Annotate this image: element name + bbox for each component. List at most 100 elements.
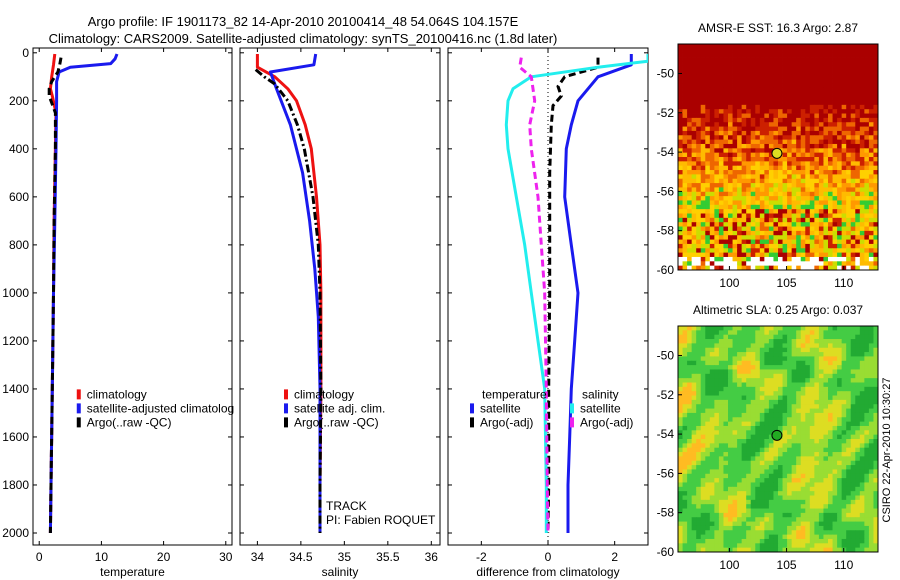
field-cell	[759, 187, 765, 193]
field-cell	[687, 191, 693, 197]
field-cell	[759, 178, 765, 184]
field-cell	[868, 74, 874, 80]
field-cell	[759, 113, 765, 119]
field-cell	[687, 447, 693, 453]
field-cell	[714, 486, 720, 492]
field-cell	[750, 213, 756, 219]
field-cell	[800, 61, 806, 67]
field-cell	[741, 57, 747, 62]
field-cell	[814, 204, 820, 210]
field-cell	[796, 109, 802, 114]
field-cell	[773, 360, 779, 366]
field-cell	[823, 78, 829, 84]
field-cell	[809, 200, 815, 206]
field-cell	[864, 261, 870, 267]
field-cell	[864, 521, 870, 527]
field-cell	[741, 491, 747, 496]
field-cell	[718, 430, 724, 436]
field-cell	[873, 252, 879, 258]
field-cell	[814, 222, 820, 227]
field-cell	[728, 135, 733, 141]
field-cell	[700, 399, 706, 405]
field-cell	[682, 430, 688, 436]
field-cell	[691, 447, 697, 453]
field-cell	[746, 122, 752, 127]
field-cell	[709, 78, 715, 84]
field-cell	[818, 334, 824, 340]
field-cell	[823, 408, 829, 414]
field-cell	[682, 65, 688, 71]
field-cell	[723, 130, 729, 136]
field-cell	[682, 170, 688, 175]
field-cell	[737, 469, 743, 475]
field-cell	[859, 187, 865, 193]
field-cell	[782, 170, 788, 175]
field-cell	[714, 547, 720, 553]
field-cell	[700, 452, 706, 457]
field-cell	[818, 530, 824, 536]
field-cell	[700, 434, 706, 440]
field-cell	[687, 491, 693, 496]
field-cell	[773, 486, 779, 492]
field-cell	[696, 508, 702, 514]
field-cell	[746, 447, 752, 453]
field-cell	[846, 117, 852, 123]
field-cell	[814, 135, 820, 141]
field-cell	[705, 170, 711, 175]
field-cell	[700, 443, 706, 449]
field-cell	[750, 122, 756, 127]
field-cell	[850, 200, 856, 206]
field-cell	[718, 261, 724, 267]
field-cell	[728, 74, 733, 80]
field-cell	[741, 161, 747, 167]
field-cell	[814, 148, 820, 154]
field-cell	[718, 152, 724, 158]
field-cell	[728, 326, 733, 331]
field-cell	[759, 347, 765, 353]
field-cell	[768, 430, 774, 436]
field-cell	[741, 78, 747, 84]
field-cell	[800, 126, 806, 132]
field-cell	[800, 70, 806, 75]
field-cell	[828, 495, 833, 501]
field-cell	[791, 70, 797, 75]
field-cell	[828, 395, 833, 401]
field-cell	[714, 478, 720, 483]
field-cell	[837, 52, 843, 58]
field-cell	[841, 473, 847, 479]
field-cell	[859, 508, 865, 514]
field-cell	[709, 417, 715, 423]
field-cell	[850, 139, 856, 145]
field-cell	[828, 252, 833, 258]
field-cell	[787, 382, 793, 388]
field-cell	[868, 83, 874, 88]
sst_map-axes-box	[677, 43, 879, 271]
field-cell	[691, 235, 697, 240]
field-cell	[864, 170, 870, 175]
field-cell	[809, 204, 815, 210]
field-cell	[773, 382, 779, 388]
field-cell	[859, 248, 865, 254]
field-cell	[818, 382, 824, 388]
field-cell	[837, 152, 843, 158]
field-cell	[800, 369, 806, 375]
field-cell	[809, 213, 815, 219]
field-cell	[764, 213, 770, 219]
field-cell	[750, 152, 756, 158]
field-cell	[841, 504, 847, 509]
field-cell	[746, 235, 752, 240]
field-cell	[859, 161, 865, 167]
field-cell	[764, 74, 770, 80]
field-cell	[787, 504, 793, 509]
field-cell	[828, 530, 833, 536]
field-cell	[750, 478, 756, 483]
field-cell	[691, 334, 697, 340]
field-cell	[818, 456, 824, 462]
field-cell	[791, 386, 797, 392]
field-cell	[868, 235, 874, 240]
field-cell	[796, 256, 802, 262]
field-cell	[864, 334, 870, 340]
field-cell	[764, 443, 770, 449]
field-cell	[841, 534, 847, 540]
field-cell	[846, 425, 852, 431]
